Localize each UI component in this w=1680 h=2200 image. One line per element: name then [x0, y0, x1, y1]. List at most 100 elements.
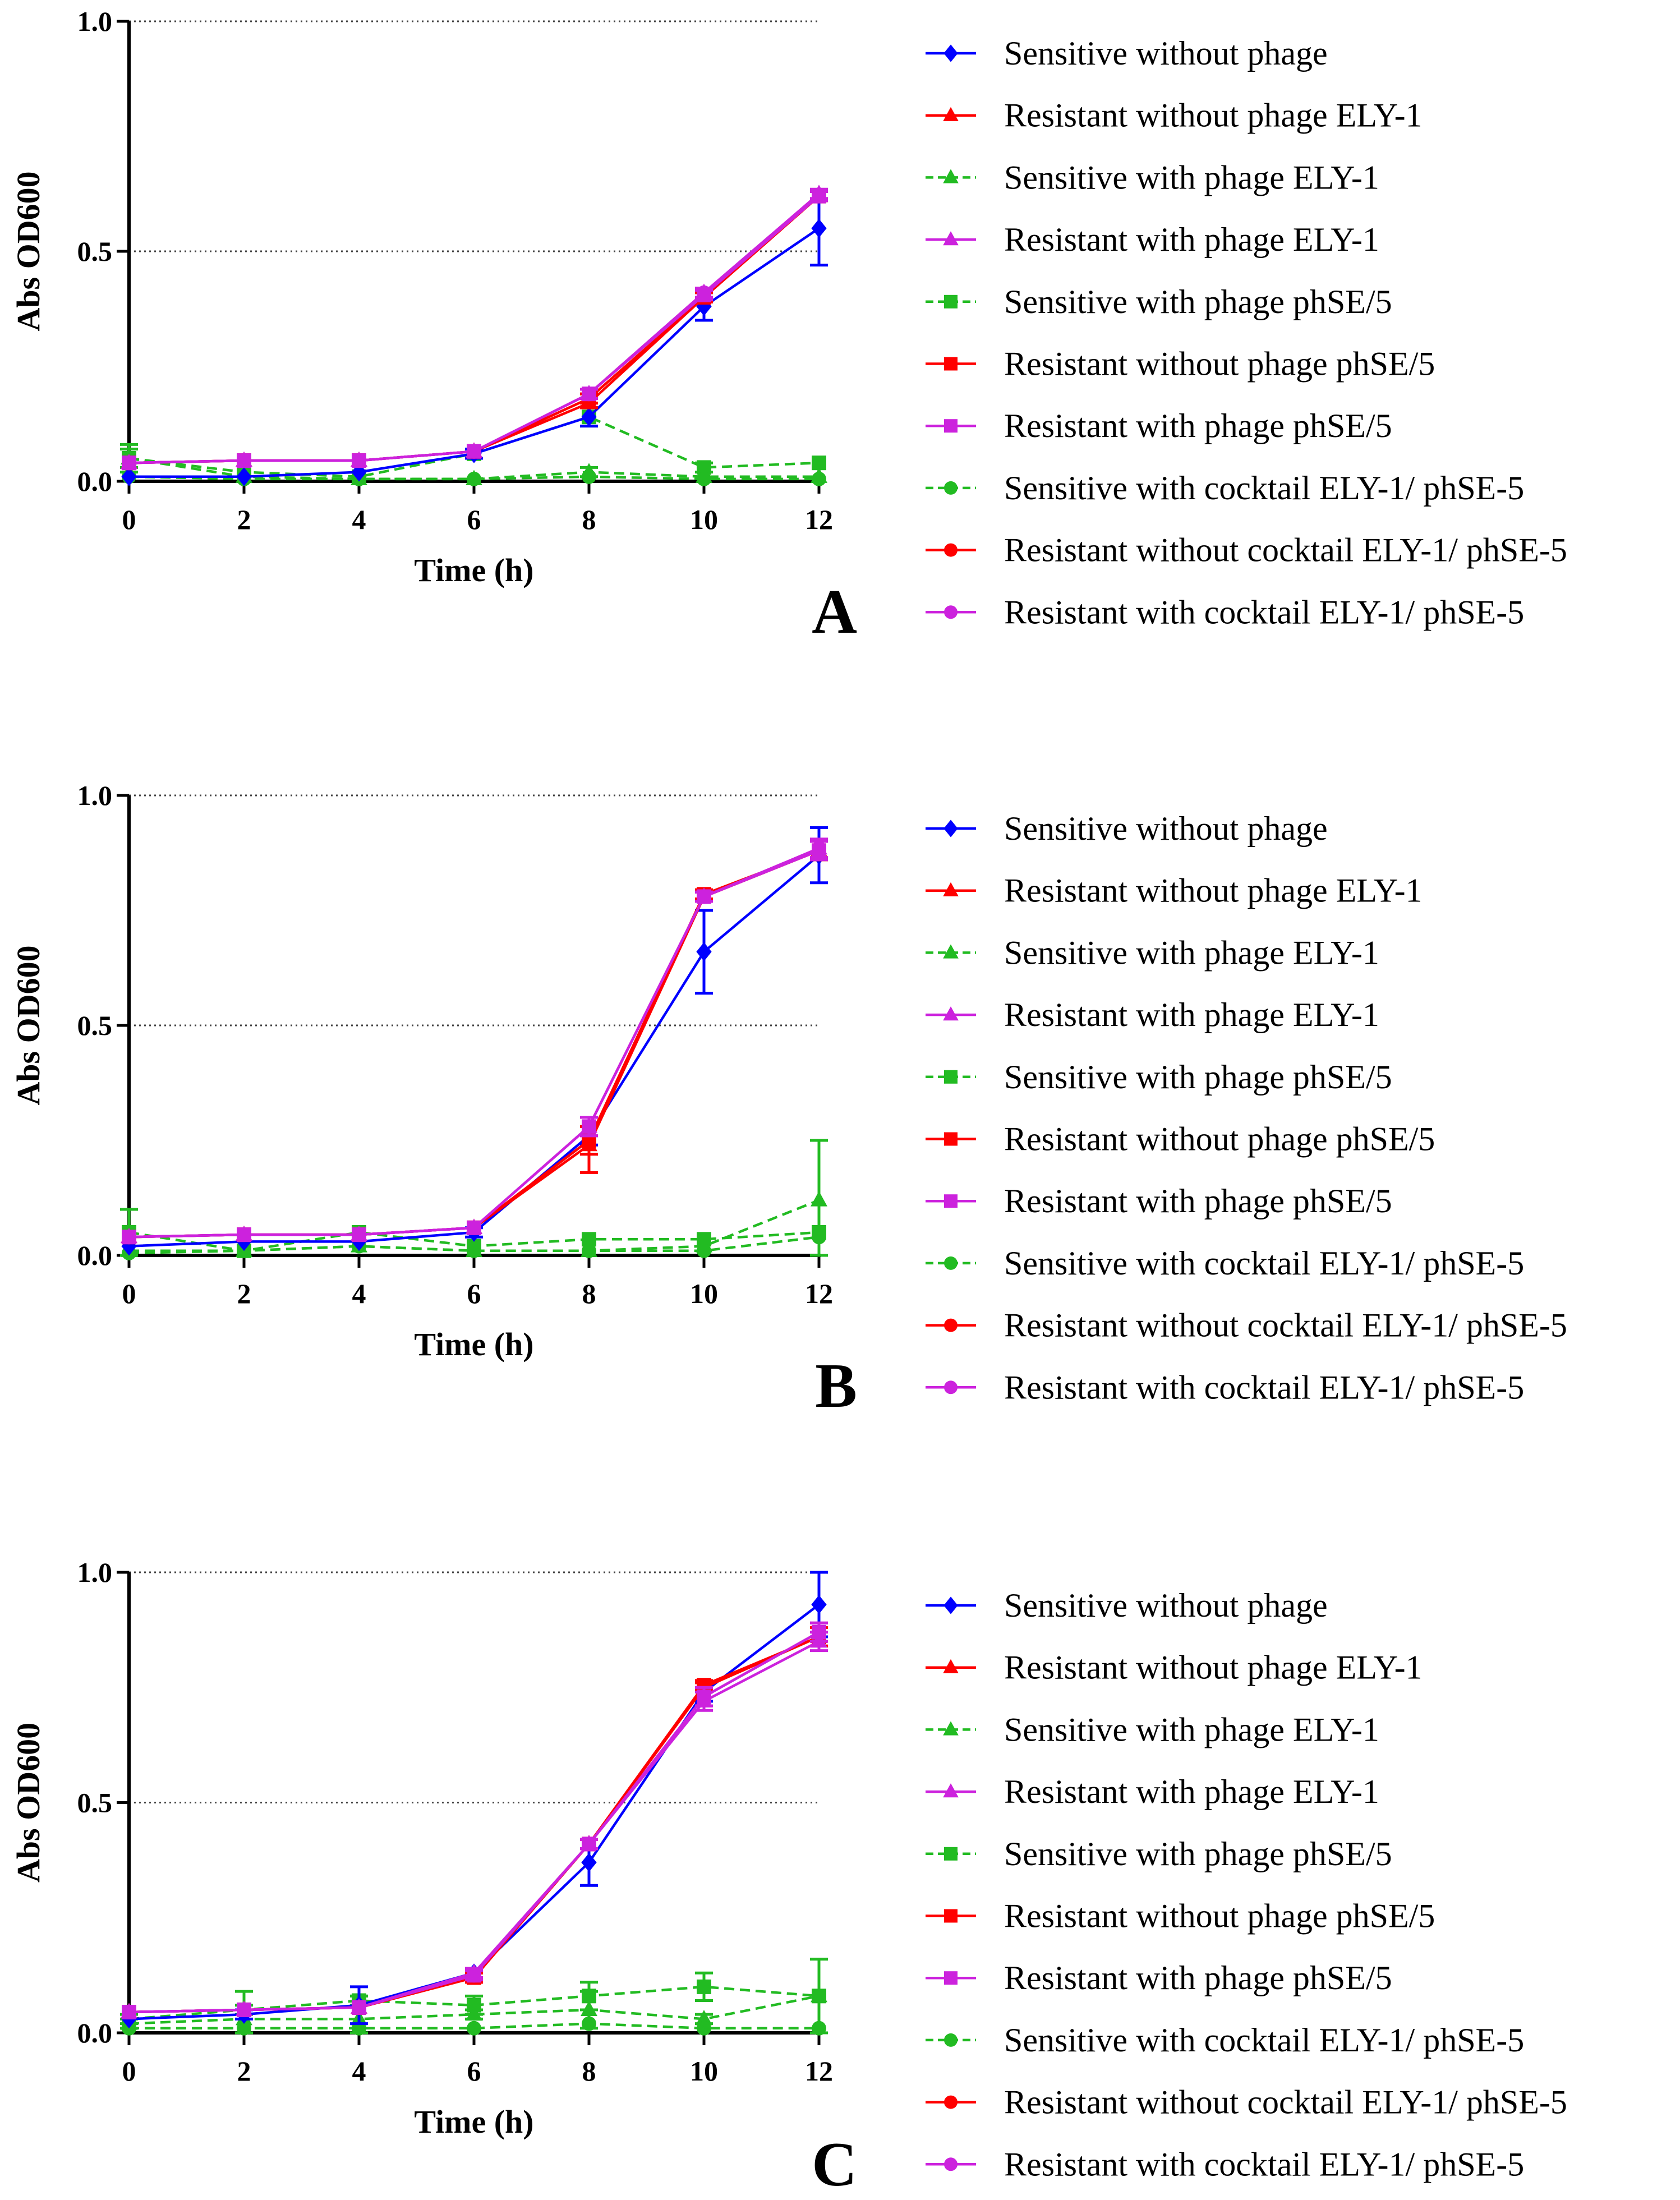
legend-marker: [943, 1721, 959, 1736]
legend-item-10: Resistant with cocktail ELY-1/ phSE-5: [926, 593, 1524, 630]
legend-label: Resistant with phage phSE/5: [1004, 407, 1392, 444]
series-line: [128, 1635, 820, 2014]
series-line: [128, 195, 820, 464]
series-2: [121, 187, 828, 470]
x-tick-label: 12: [805, 1278, 833, 1309]
legend-marker: [943, 1596, 958, 1614]
y-tick-label: 1.0: [77, 1557, 113, 1588]
series-line: [128, 195, 820, 464]
legend-marker: [944, 2157, 958, 2171]
data-point: [811, 1191, 827, 1207]
legend-item-7: Resistant with phage phSE/5: [926, 1959, 1392, 1996]
x-tick-label: 10: [690, 504, 718, 535]
data-point: [812, 471, 826, 486]
legend-label: Sensitive with cocktail ELY-1/ phSE-5: [1004, 1245, 1524, 1282]
data-point: [582, 1837, 596, 1852]
legend-label: Resistant without cocktail ELY-1/ phSE-5: [1004, 1307, 1567, 1344]
series-4: [121, 1631, 828, 2019]
data-point: [122, 455, 136, 471]
series-4: [121, 837, 828, 1244]
legend-marker: [943, 44, 958, 62]
panel-label: B: [815, 1351, 857, 1421]
legend-marker: [944, 357, 958, 371]
series-1: [121, 190, 828, 486]
data-point: [467, 1243, 481, 1258]
series-line: [128, 195, 820, 464]
y-tick-label: 0.0: [77, 2017, 113, 2049]
legend-marker: [944, 1971, 958, 1985]
x-tick-label: 2: [237, 2055, 251, 2087]
series-9: [122, 188, 828, 471]
panel-label: C: [812, 2130, 857, 2199]
legend-marker: [943, 169, 959, 183]
legend-item-3: Sensitive with phage ELY-1: [926, 1711, 1379, 1748]
legend-label: Resistant without phage ELY-1: [1004, 1649, 1423, 1686]
series-line: [128, 1603, 820, 2020]
x-axis-title: Time (h): [414, 1326, 533, 1363]
data-point: [581, 407, 597, 427]
data-point: [697, 285, 711, 300]
data-point: [352, 2000, 366, 2015]
legend-label: Sensitive without phage: [1004, 1587, 1328, 1624]
data-point: [697, 471, 711, 486]
legend-item-8: Sensitive with cocktail ELY-1/ phSE-5: [926, 2022, 1524, 2059]
data-point: [582, 386, 596, 402]
data-point: [237, 2020, 251, 2036]
data-point: [696, 942, 712, 961]
x-tick-label: 10: [690, 1278, 718, 1309]
legend-marker: [943, 231, 959, 246]
series-line: [128, 849, 820, 1239]
data-point: [582, 2016, 596, 2031]
data-point: [812, 1230, 826, 1245]
series-4: [121, 185, 828, 470]
x-tick-label: 6: [467, 504, 481, 535]
data-point: [697, 889, 711, 904]
x-axis-title: Time (h): [414, 552, 533, 588]
data-point: [467, 471, 481, 486]
legend-marker: [944, 1194, 958, 1208]
series-line: [128, 1631, 820, 2014]
series-line: [129, 227, 820, 478]
series-2: [121, 840, 828, 1244]
legend-item-5: Sensitive with phage phSE/5: [926, 1058, 1392, 1096]
legend-marker: [943, 882, 959, 896]
data-point: [812, 455, 826, 471]
data-point: [582, 469, 596, 484]
legend-label: Resistant without phage phSE/5: [1004, 346, 1435, 383]
legend-item-3: Sensitive with phage ELY-1: [926, 159, 1379, 196]
legend-label: Resistant without phage ELY-1: [1004, 97, 1423, 134]
data-point: [121, 467, 137, 486]
data-point: [467, 1998, 481, 2013]
y-tick-label: 0.5: [77, 1787, 113, 1819]
legend-marker: [944, 1132, 958, 1146]
series-7: [122, 188, 828, 471]
y-tick-label: 0.5: [77, 236, 113, 267]
data-point: [352, 1227, 366, 1242]
series-line: [128, 192, 820, 464]
x-tick-label: 4: [352, 1278, 366, 1309]
legend-item-5: Sensitive with phage phSE/5: [926, 1835, 1392, 1872]
y-tick-label: 0.5: [77, 1010, 113, 1041]
legend-item-10: Resistant with cocktail ELY-1/ phSE-5: [926, 1369, 1524, 1406]
legend-label: Resistant with phage phSE/5: [1004, 1182, 1392, 1219]
legend-item-6: Resistant without phage phSE/5: [926, 1121, 1435, 1158]
data-point: [237, 2002, 251, 2017]
series-6: [122, 188, 828, 471]
legend-marker: [944, 605, 958, 619]
x-tick-label: 6: [467, 2055, 481, 2087]
legend-item-1: Sensitive without phage: [926, 35, 1328, 72]
legend-label: Sensitive with phage ELY-1: [1004, 159, 1379, 196]
data-point: [467, 1968, 481, 1983]
y-tick-label: 0.0: [77, 466, 113, 497]
legend-item-4: Resistant with phage ELY-1: [926, 996, 1379, 1033]
y-axis-title: Abs OD600: [10, 1723, 47, 1883]
data-point: [812, 841, 826, 856]
legend-item-2: Resistant without phage ELY-1: [926, 872, 1423, 909]
legend-label: Resistant with phage ELY-1: [1004, 996, 1379, 1033]
x-tick-label: 10: [690, 2055, 718, 2087]
data-point: [697, 2020, 711, 2036]
series-line: [128, 849, 820, 1239]
y-axis-title: Abs OD600: [10, 945, 47, 1105]
data-point: [811, 1595, 827, 1614]
legend-item-10: Resistant with cocktail ELY-1/ phSE-5: [926, 2146, 1524, 2183]
